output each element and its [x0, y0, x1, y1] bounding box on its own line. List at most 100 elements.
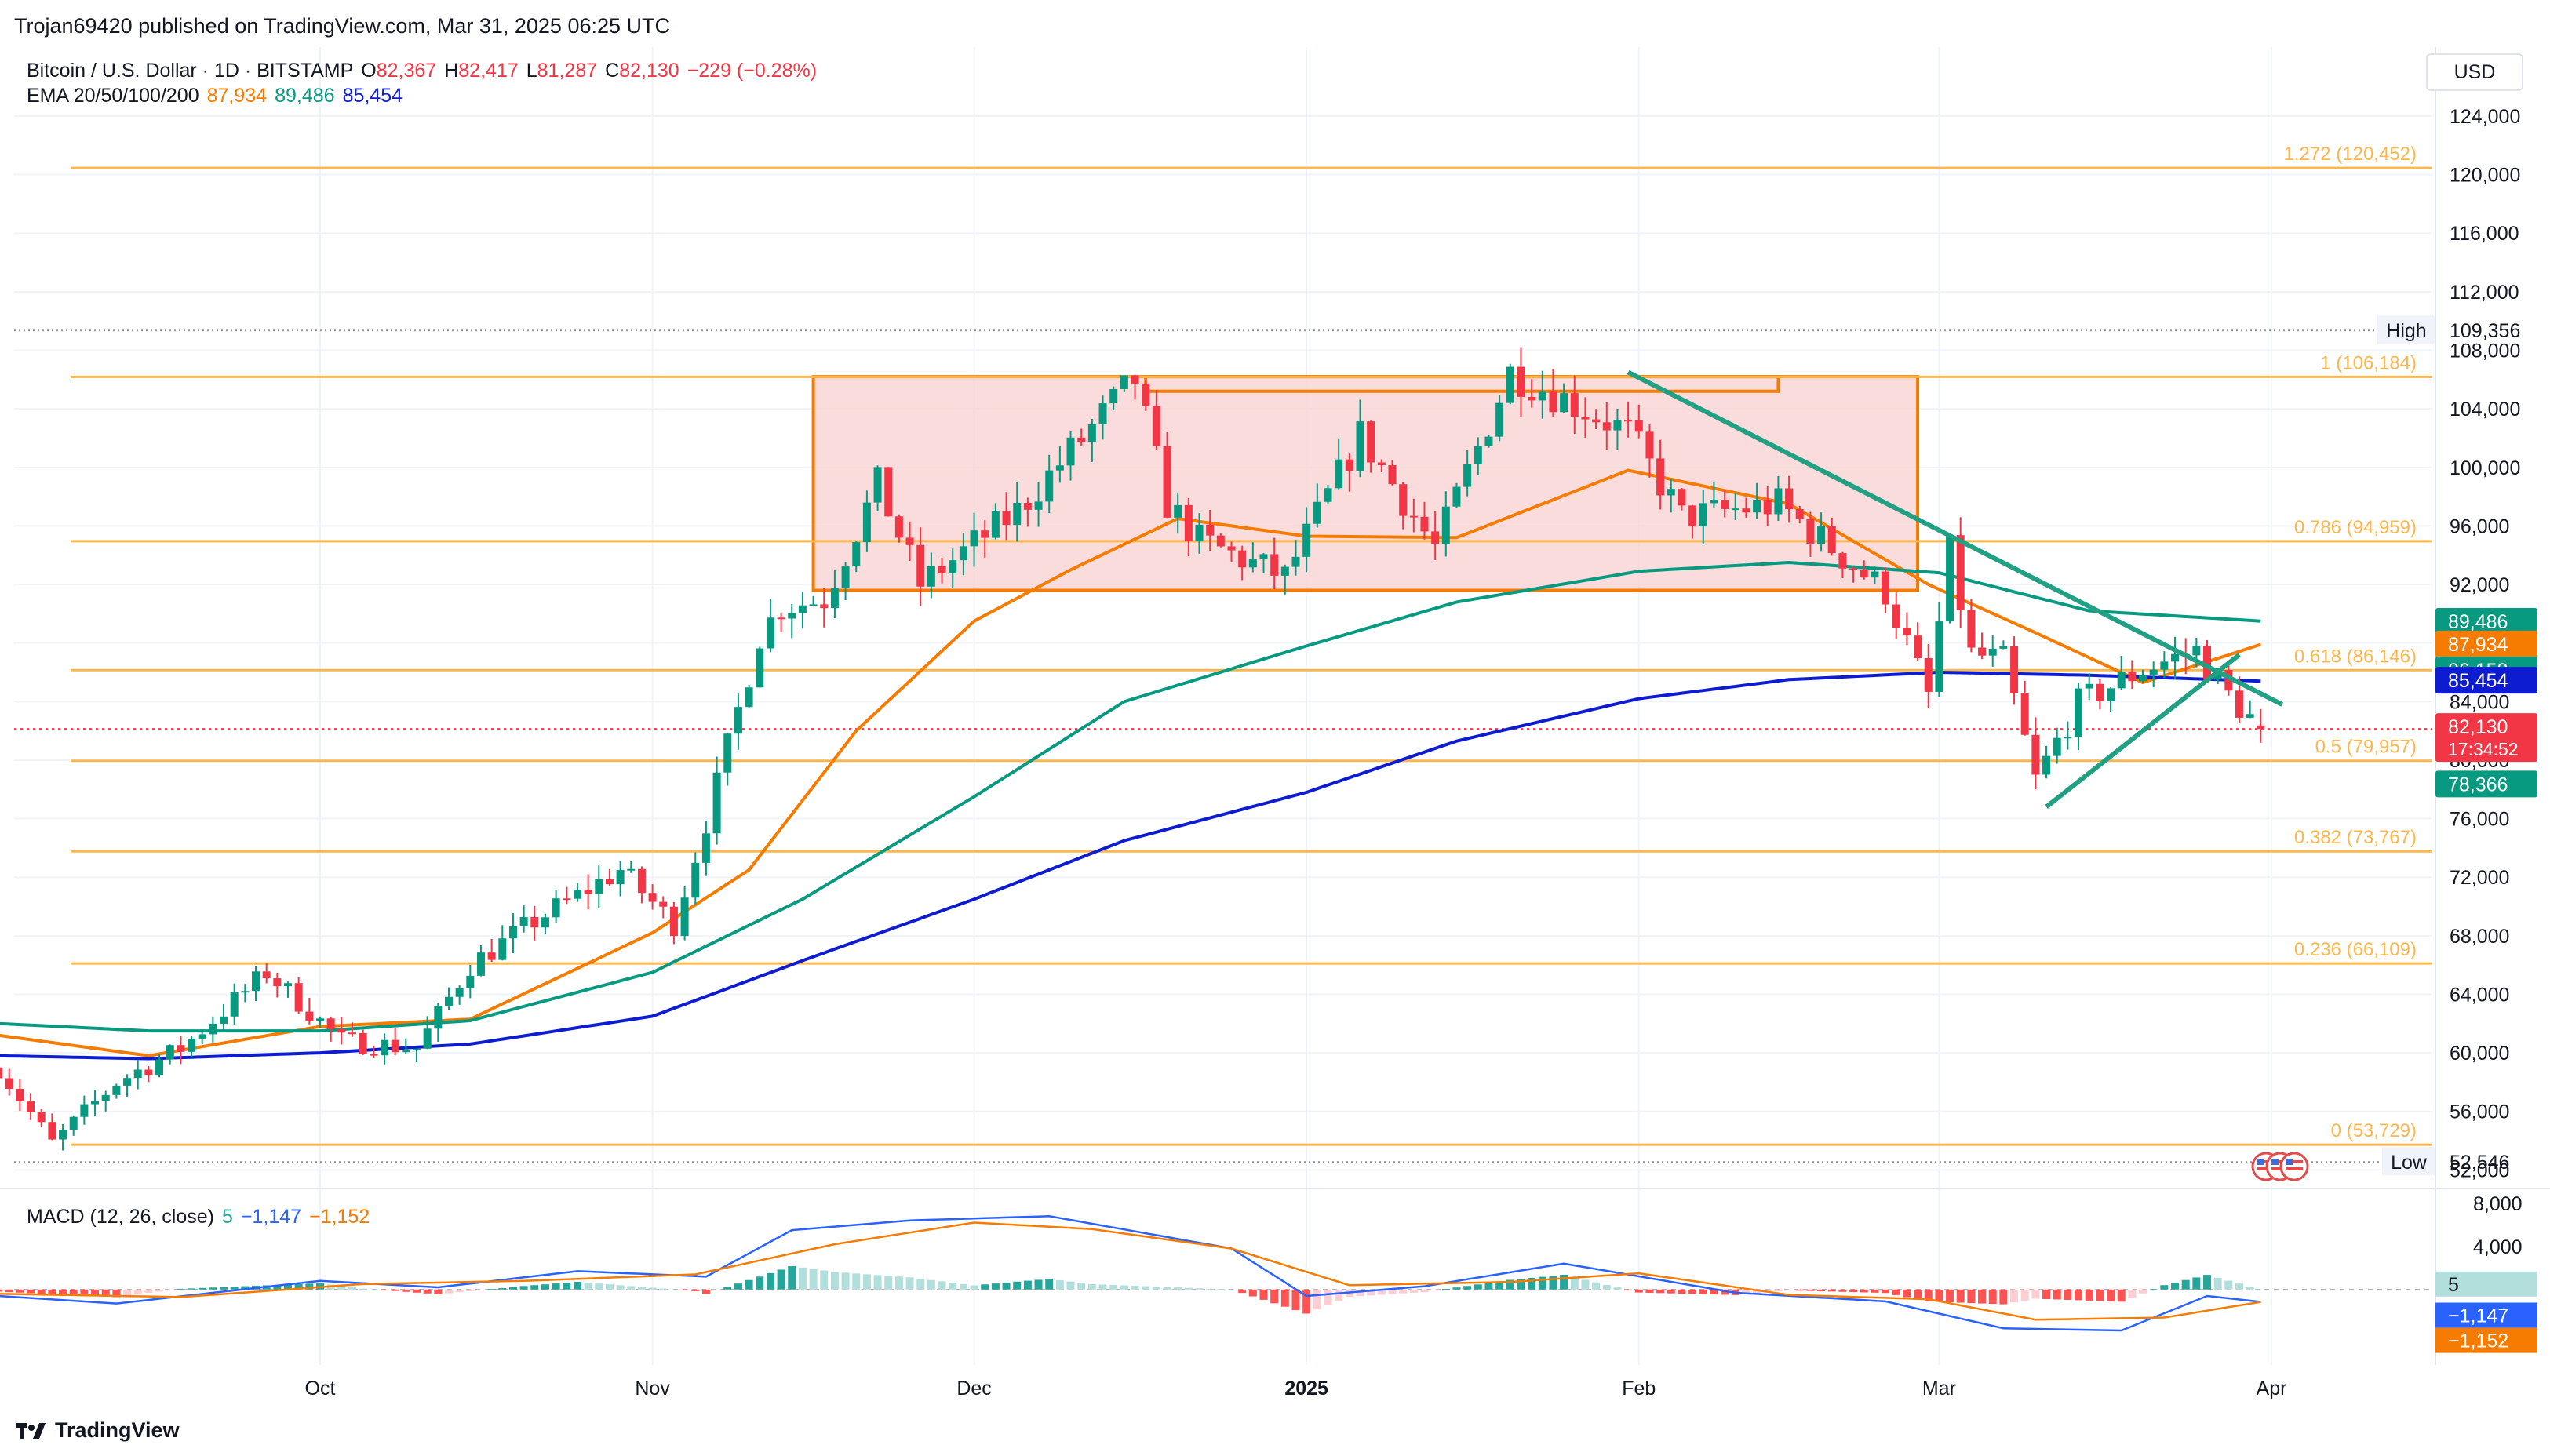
candle-body — [59, 1130, 67, 1140]
macd-hist-value: 5 — [221, 1206, 233, 1228]
candle — [1077, 428, 1086, 446]
macd-hist-bar — [2203, 1275, 2212, 1290]
macd-hist-bar — [48, 1289, 56, 1294]
macd-hist-bar — [1774, 1289, 1783, 1292]
price-tag — [2435, 713, 2537, 763]
macd-hist-bar — [1367, 1289, 1375, 1296]
ema-line-ema50 — [0, 560, 2261, 1033]
candle — [1388, 460, 1397, 486]
macd-hist-bar — [1549, 1276, 1557, 1290]
candle — [852, 541, 861, 573]
candle — [552, 890, 560, 923]
candle — [2171, 636, 2180, 680]
candle — [133, 1060, 142, 1090]
candle — [1270, 537, 1279, 590]
macd-hist-bar — [101, 1289, 110, 1297]
candle — [27, 1093, 35, 1120]
macd-hist-bar — [1613, 1287, 1622, 1290]
macd-hist-bar — [1142, 1286, 1150, 1290]
candle-body — [101, 1094, 110, 1101]
tradingview-label: TradingView — [55, 1418, 180, 1442]
candle-body — [1335, 459, 1343, 489]
macd-hist-bar — [905, 1277, 914, 1290]
candle — [444, 987, 453, 1010]
macd-hist-bar — [1634, 1289, 1643, 1293]
candle — [1817, 512, 1826, 552]
candle-body — [1484, 436, 1493, 446]
macd-tag-value: 5 — [2448, 1274, 2459, 1296]
candle — [1463, 450, 1472, 497]
currency-button[interactable]: USD — [2426, 53, 2523, 91]
macd-hist-bar — [1946, 1289, 1954, 1303]
macd-hist-bar — [1806, 1289, 1815, 1291]
ema-legend[interactable]: EMA 20/50/100/200 87,934 89,486 85,454 — [27, 85, 410, 107]
candle — [1935, 602, 1943, 697]
candle-body — [1087, 424, 1096, 442]
candle-body — [455, 988, 464, 997]
candle-body — [1517, 366, 1525, 397]
candle-body — [959, 546, 967, 561]
candle-body — [669, 906, 678, 937]
candle — [1238, 545, 1247, 581]
candle — [1560, 383, 1568, 413]
candle-body — [927, 566, 935, 587]
candle-body — [1924, 657, 1933, 692]
price-tag — [2435, 607, 2537, 635]
candle — [2117, 656, 2126, 690]
close-value: C82,130 — [605, 60, 679, 82]
candle-body — [284, 983, 293, 987]
time-axis-label: Feb — [1622, 1378, 1656, 1400]
candle-body — [91, 1101, 100, 1105]
macd-hist-bar — [659, 1288, 668, 1290]
macd-hist-bar — [284, 1284, 293, 1290]
candle-body — [1055, 465, 1064, 471]
candle — [1742, 497, 1750, 518]
candle-body — [1013, 502, 1022, 526]
macd-hist-bar — [1248, 1289, 1257, 1297]
candle-body — [1077, 437, 1086, 442]
macd-tag — [2435, 1302, 2537, 1328]
candle — [1013, 482, 1022, 542]
open-value: O82,367 — [361, 60, 437, 82]
candle-body — [476, 952, 485, 976]
ema50-value: 89,486 — [275, 85, 335, 107]
candle — [1946, 534, 1954, 624]
candle — [112, 1083, 121, 1099]
candle-body — [884, 467, 893, 517]
candle — [2064, 721, 2072, 750]
macd-hist-bar — [1999, 1289, 2008, 1305]
candle — [1785, 475, 1794, 523]
candle — [1087, 418, 1096, 462]
candle-body — [530, 916, 539, 928]
tradingview-brand[interactable]: TradingView — [16, 1418, 180, 1443]
candle — [573, 883, 581, 902]
candle-body — [1270, 554, 1279, 576]
candle-body — [820, 604, 829, 609]
macd-hist-bar — [391, 1289, 399, 1291]
fib-level-label: 0.618 (86,146) — [2294, 646, 2417, 667]
macd-hist-bar — [2213, 1277, 2222, 1290]
candle — [380, 1033, 388, 1065]
candle-body — [745, 687, 753, 708]
candle-body — [1688, 505, 1697, 527]
macd-hist-bar — [123, 1289, 132, 1296]
macd-hist-bar — [1699, 1289, 1707, 1294]
event-icon-stripe — [2257, 1160, 2275, 1163]
candle — [402, 1038, 410, 1054]
symbol-legend[interactable]: Bitcoin / U.S. Dollar · 1D · BITSTAMP O82… — [27, 60, 825, 82]
macd-hist-bar — [798, 1267, 807, 1290]
macd-hist-bar — [563, 1283, 571, 1290]
candle-body — [991, 511, 1000, 538]
macd-hist-bar — [1871, 1289, 1879, 1293]
macd-hist-bar — [884, 1276, 893, 1290]
candle-body — [1731, 508, 1739, 511]
candle — [5, 1068, 13, 1096]
macd-legend[interactable]: MACD (12, 26, close) 5 −1,147 −1,152 — [27, 1206, 377, 1228]
macd-hist-bar — [584, 1283, 592, 1290]
candle — [605, 868, 614, 886]
candle-body — [1634, 420, 1643, 432]
candle — [1667, 479, 1675, 513]
candle-body — [1538, 391, 1546, 401]
candle — [508, 913, 517, 954]
